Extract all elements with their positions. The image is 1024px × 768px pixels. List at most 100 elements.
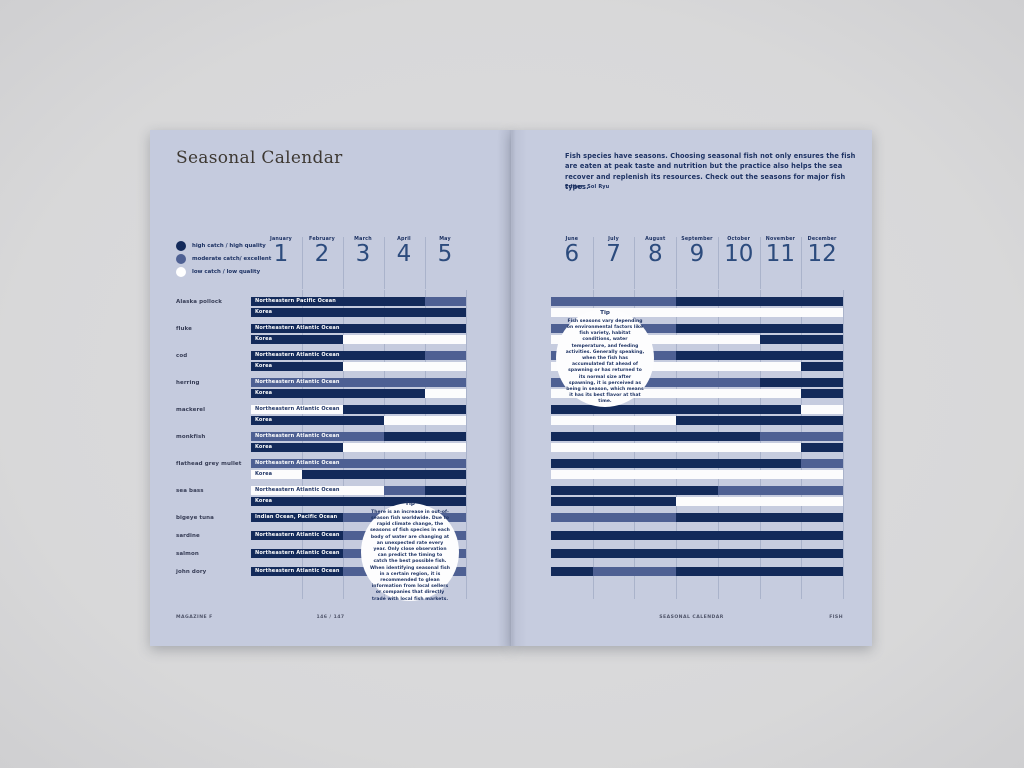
region-label: Northeastern Atlantic Ocean [255,460,340,466]
season-segment-low [424,389,466,398]
season-segment-high [342,405,466,414]
season-segment-high [551,567,593,576]
season-segment-high [251,335,343,344]
season-segment-high [759,378,843,387]
month-name: February [309,237,335,242]
fish-name-label: mackerel [176,407,206,413]
month-header-january: January 1 [261,237,301,266]
season-segment-high [551,497,677,506]
season-segment-low [251,405,343,414]
season-bar [551,308,843,317]
season-segment-high [383,432,466,441]
region-label: Korea [255,390,273,396]
season-bar: Korea [251,362,466,371]
low-catch-dot-icon [176,266,186,277]
fish-name-label: cod [176,353,188,359]
season-segment-high [676,416,843,425]
season-bar: Northeastern Atlantic Ocean [251,351,466,360]
month-divider-line [592,237,594,289]
season-bar: Northeastern Atlantic Ocean [251,459,466,468]
month-header-may: May 5 [425,237,465,266]
editor-name: Sol Ryu [587,184,610,190]
fish-name-label: sardine [176,533,200,539]
season-bar [551,459,843,468]
month-number: 7 [606,241,621,267]
season-segment-moderate [551,378,760,387]
season-bar: Korea [251,470,466,479]
season-segment-moderate [251,378,466,387]
season-bar [551,531,843,540]
region-label: Northeastern Atlantic Ocean [255,487,340,493]
month-divider-line [759,237,761,289]
season-bar [551,513,843,522]
season-segment-high [424,486,466,495]
month-number: 6 [564,241,580,267]
region-label: Korea [255,417,273,423]
season-bar [551,549,843,558]
month-header-february: February 2 [302,237,342,266]
tip-title: Tip [405,501,415,508]
month-name: May [439,237,451,242]
fish-name-label: flathead grey mullet [176,461,242,467]
legend-item-high: high catch / high quality [176,240,266,251]
month-number: 11 [765,241,796,267]
season-segment-high [251,567,343,576]
region-label: Northeastern Atlantic Ocean [255,433,340,439]
season-segment-low [551,416,677,425]
season-bar [551,470,843,479]
fish-name-label: Alaska pollock [176,299,222,305]
season-segment-low [551,362,802,371]
month-number: 4 [396,241,412,267]
season-segment-high [551,486,718,495]
legend-item-low: low catch / low quality [176,266,260,277]
season-segment-low [801,405,843,414]
season-segment-high [251,443,343,452]
footer-chapter-name: FISH [829,615,843,620]
season-bar: Korea [251,443,466,452]
month-name: July [608,237,619,242]
high-catch-dot-icon [176,240,186,251]
season-segment-moderate [251,459,466,468]
month-number: 12 [807,241,837,267]
region-label: Korea [255,363,273,369]
month-header-march: March 3 [343,237,383,266]
season-bar [551,497,843,506]
season-segment-high [759,335,843,344]
region-label: Korea [255,444,273,450]
season-bar [551,389,843,398]
season-bar [551,297,843,306]
legend-item-label: low catch / low quality [192,268,261,275]
season-segment-high [676,324,843,333]
fish-name-label: fluke [176,326,192,332]
season-segment-high [676,567,843,576]
season-bar: Northeastern Atlantic Ocean [251,486,466,495]
season-segment-high [251,531,343,540]
month-name: October [727,237,751,242]
chart-grid-line [843,290,844,599]
month-header-june: June 6 [552,237,592,266]
month-number: 1 [273,241,289,267]
chart-grid-line [465,290,467,599]
fish-name-label: monkfish [176,434,206,440]
season-segment-low [551,308,843,317]
footer-magazine-name: MAGAZINE F [176,615,213,620]
season-bar [551,567,843,576]
month-divider-line [676,237,678,289]
month-header-august: August 8 [635,237,675,266]
month-divider-line [383,237,385,289]
season-segment-moderate [383,486,425,495]
month-divider-line [717,237,719,289]
season-segment-moderate [551,513,677,522]
month-name: December [807,237,837,242]
region-label: Northeastern Atlantic Ocean [255,568,340,574]
season-segment-high [251,416,384,425]
season-segment-high [251,308,466,317]
season-segment-high [251,389,425,398]
fish-name-label: john dory [176,569,207,575]
season-segment-high [551,405,802,414]
month-divider-line [424,237,426,289]
season-bar: Korea [251,389,466,398]
season-segment-moderate [717,486,843,495]
intro-paragraph: Fish species have seasons. Choosing seas… [565,152,856,192]
